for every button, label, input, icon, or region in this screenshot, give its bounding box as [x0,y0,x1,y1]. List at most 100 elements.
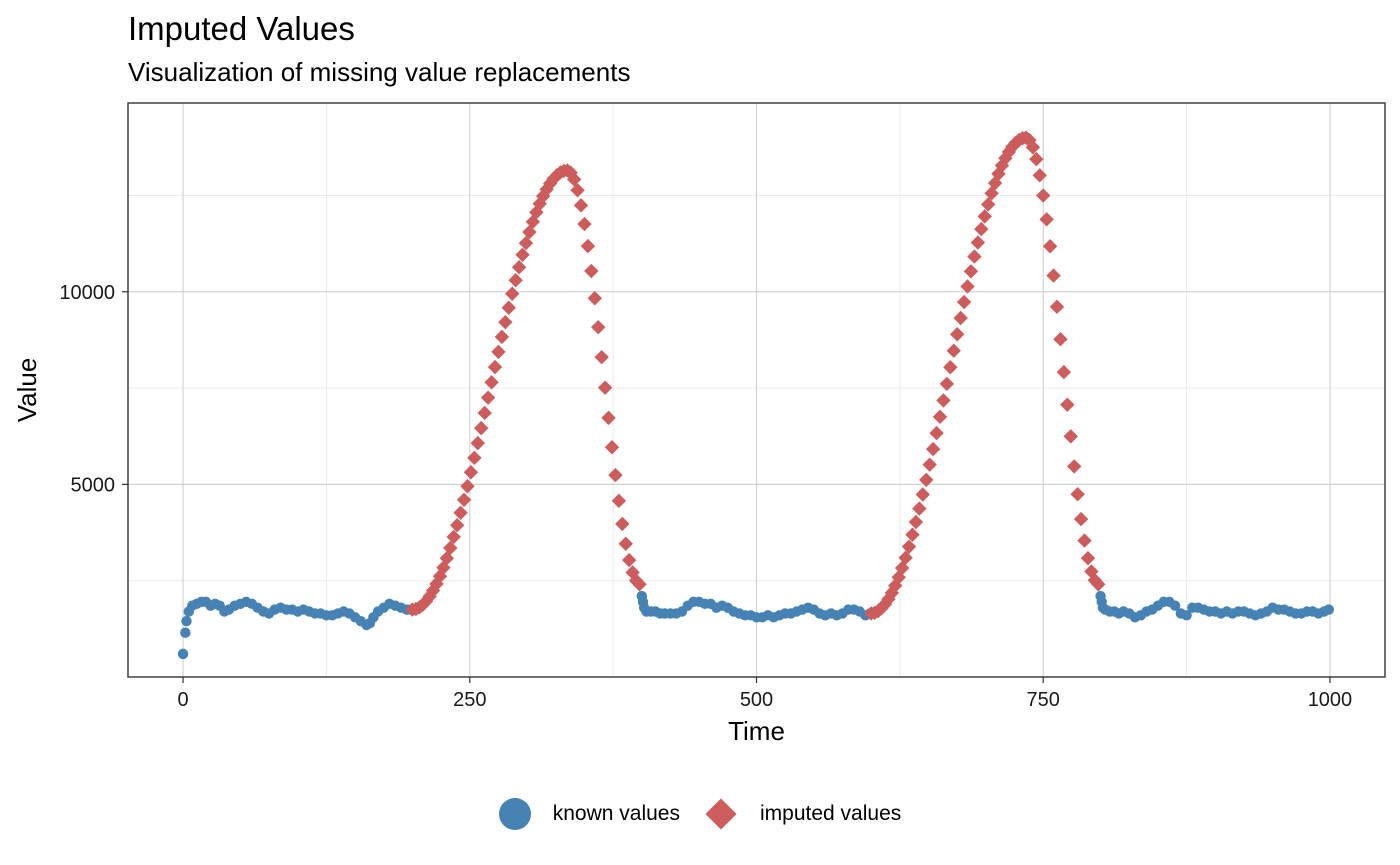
imputed-value-point [518,235,534,251]
imputed-value-point [611,493,627,509]
imputed-value-point [477,405,492,421]
imputed-value-point [970,235,986,250]
imputed-value-point [960,279,975,294]
imputed-value-point [943,360,958,375]
known-value-point [1169,600,1181,611]
imputed-value-point [1063,429,1078,444]
imputed-value-point [460,479,475,494]
imputed-value-point [963,264,979,279]
imputed-value-point [1080,550,1096,566]
imputed-value-point [884,585,900,601]
scatter-plot: 0 250 500 750 1000 5000 10000 Time Value [12,102,1386,746]
imputed-value-point [601,410,616,426]
imputed-value-point [456,492,472,507]
imputed-value-point [563,165,578,180]
imputed-value-point [932,409,948,425]
imputed-value-point [991,166,1006,182]
imputed-value-point [604,440,620,455]
imputed-value-point [505,286,520,301]
imputed-value-point [898,550,913,565]
legend-item-imputed: imputed values [704,797,901,831]
imputed-value-point [1053,332,1068,347]
imputed-value-point [422,589,437,604]
imputed-value-point [1046,268,1061,283]
imputed-value-point [432,569,448,584]
known-value-point [1181,610,1192,621]
imputed-value-point [484,375,499,390]
imputed-value-point [977,209,992,224]
imputed-value-point [494,329,510,345]
imputed-value-point [1091,577,1106,592]
imputed-value-point [1087,573,1103,588]
imputed-value-point [956,294,972,310]
imputed-value-point [915,487,931,502]
imputed-value-point [501,300,516,315]
imputed-value-point [587,291,602,306]
imputed-value-point [498,314,513,330]
imputed-value-point [912,501,927,516]
imputed-value-point [1036,188,1051,203]
imputed-value-point [1029,151,1044,167]
data-points [177,130,1335,660]
imputed-value-point [591,319,606,335]
imputed-value-point [974,221,989,237]
x-tick-label: 500 [740,689,773,711]
imputed-value-point [925,441,941,457]
imputed-value-point [615,516,630,532]
chart-title: Imputed Values [128,10,355,47]
imputed-value-point [467,450,482,466]
imputed-value-point [953,310,968,326]
known-value-point [1323,604,1335,615]
x-tick-label: 750 [1027,689,1060,711]
imputed-value-point [463,465,479,480]
legend: known values imputed values [0,792,1400,836]
x-tick-label: 250 [453,689,486,711]
imputed-value-point [577,216,592,232]
imputed-value-point [901,539,917,554]
imputed-value-point [994,158,1010,173]
imputed-value-point [946,343,961,358]
imputed-value-point [1056,364,1072,380]
x-tick-label: 0 [177,689,188,711]
imputed-value-point [905,527,920,542]
x-axis-title: Time [728,716,785,746]
imputed-value-point [597,380,613,395]
known-value-point [181,615,192,627]
imputed-value-point [929,425,944,441]
imputed-value-point [936,393,951,408]
imputed-value-point [511,260,527,275]
imputed-value-point [881,591,896,607]
imputed-value-point [618,536,633,551]
y-tick-label: 10000 [59,282,115,304]
imputed-value-point [625,565,640,580]
imputed-value-point [919,472,934,488]
imputed-value-point [1049,299,1065,315]
axes: 0 250 500 750 1000 5000 10000 [59,282,1352,711]
imputed-value-point [446,529,461,545]
imputed-value-point [922,457,937,472]
x-tick-label: 1000 [1308,689,1353,711]
imputed-value-point [1025,140,1041,155]
imputed-value-point [980,197,996,212]
imputed-value-point [939,376,955,392]
imputed-value-point [573,198,589,213]
imputed-value-point [987,175,1003,191]
imputed-value-point [1039,212,1054,227]
known-value-point [180,627,191,638]
legend-label-known: known values [552,802,680,825]
imputed-value-point [449,517,465,533]
imputed-value-point [539,182,554,197]
imputed-value-point [594,349,609,365]
imputed-value-point [566,172,582,187]
imputed-value-point [474,420,489,436]
grid-lines [128,103,1385,677]
imputed-value-point [480,390,496,405]
imputed-values-key-icon [705,798,737,830]
imputed-value-point [443,540,458,556]
imputed-value-point [1073,511,1089,527]
imputed-value-point [908,514,924,530]
imputed-value-point [487,359,503,375]
imputed-value-point [522,224,537,240]
legend-label-imputed: imputed values [760,802,902,825]
y-axis-title: Value [12,358,42,423]
